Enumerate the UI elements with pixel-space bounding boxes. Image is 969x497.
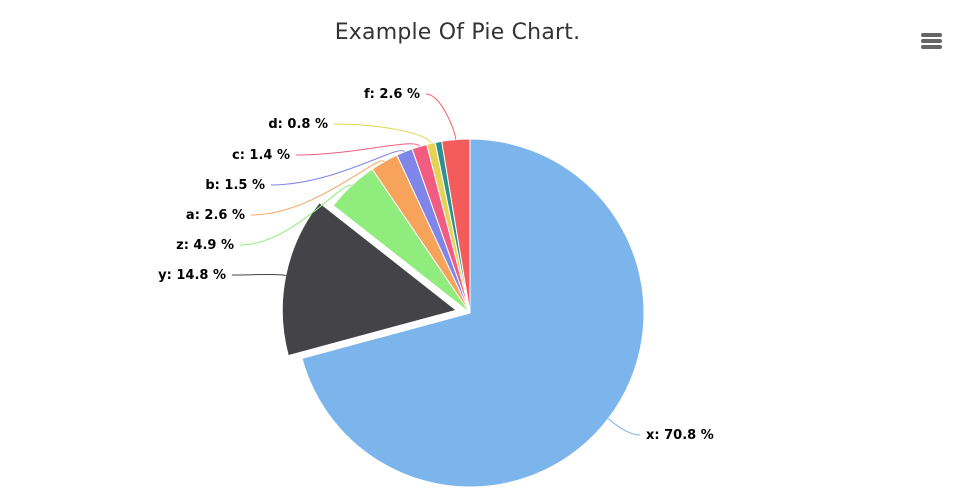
pie-slice-f[interactable] <box>441 138 471 314</box>
chart-title: Example Of Pie Chart. <box>334 20 581 45</box>
connector-b <box>270 150 405 186</box>
data-label-c: c: 1.4 % <box>232 148 290 163</box>
connector-y <box>231 273 286 276</box>
pie-slices <box>281 138 645 488</box>
hamburger-menu-icon-bar <box>921 39 942 43</box>
hamburger-menu-icon-bar <box>921 45 942 49</box>
data-label-d: d: 0.8 % <box>268 117 328 132</box>
data-label-f: f: 2.6 % <box>364 87 420 102</box>
chart-menu-button[interactable] <box>916 28 946 54</box>
label-connectors <box>231 93 641 436</box>
hamburger-menu-icon <box>921 33 942 37</box>
data-label-z: z: 4.9 % <box>176 238 234 253</box>
data-label-x: x: 70.8 % <box>646 428 714 443</box>
connector-z <box>239 184 352 246</box>
connector-d <box>333 123 432 144</box>
connector-f <box>425 93 457 140</box>
connector-x <box>607 418 641 436</box>
data-label-a: a: 2.6 % <box>186 208 245 223</box>
connector-a <box>250 160 385 216</box>
data-label-y: y: 14.8 % <box>158 268 226 283</box>
connector-c <box>295 143 420 156</box>
data-label-b: b: 1.5 % <box>205 178 265 193</box>
data-labels: x: 70.8 % y: 14.8 % z: 4.9 % a: 2.6 % b: 1.5… <box>158 87 714 443</box>
pie-slice-x[interactable] <box>301 138 645 488</box>
